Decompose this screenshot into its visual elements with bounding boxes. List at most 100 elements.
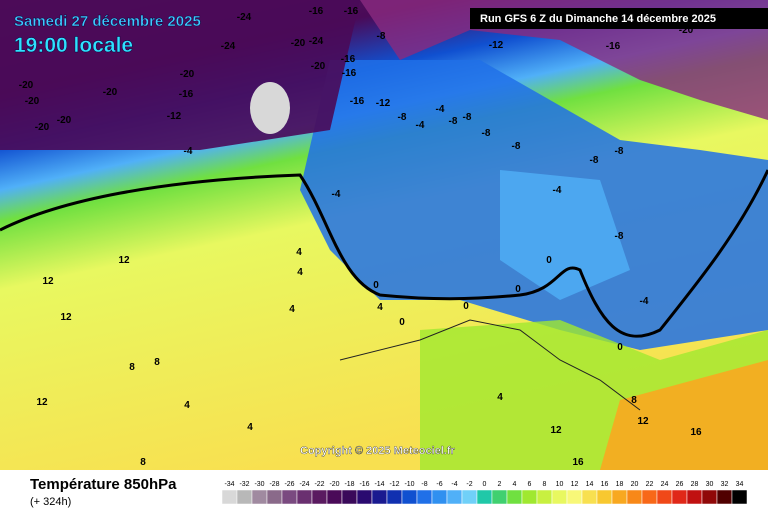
contour-label: -8 [512,141,521,152]
scale-label: -2 [466,481,472,488]
scale-swatch [536,489,553,505]
contour-label: 4 [297,267,303,278]
contour-label: -4 [436,104,445,115]
contour-label: 0 [373,280,379,291]
scale-label: -32 [239,481,249,488]
contour-label: 4 [377,302,383,313]
scale-swatch [236,489,253,505]
contour-label: -24 [309,36,324,47]
scale-label: -22 [314,481,324,488]
scale-swatch [716,489,733,505]
scale-swatch [641,489,658,505]
scale-label: 32 [721,481,729,488]
scale-label: -28 [269,481,279,488]
scale-label: -10 [404,481,414,488]
scale-label: 8 [543,481,547,488]
contour-label: -8 [463,112,472,123]
scale-swatch [671,489,688,505]
contour-label: -8 [398,112,407,123]
contour-label: 8 [154,357,160,368]
contour-label: 12 [550,425,562,436]
contour-label: 0 [515,284,521,295]
contour-label: -20 [57,115,72,126]
scale-label: 28 [691,481,699,488]
contour-label: -8 [615,146,624,157]
scale-swatch [491,489,508,505]
scale-swatch [281,489,298,505]
cold-core [500,170,630,300]
contour-label: 4 [289,304,295,315]
cold-spot [250,82,290,134]
scale-label: -4 [451,481,457,488]
scale-label: -12 [389,481,399,488]
contour-label: 4 [296,247,302,258]
scale-swatch [341,489,358,505]
scale-label: -14 [374,481,384,488]
scale-label: -34 [224,481,234,488]
scale-label: 16 [601,481,609,488]
scale-swatch [326,489,343,505]
scale-label: 22 [646,481,654,488]
scale-swatch [701,489,718,505]
contour-label: 0 [546,255,552,266]
scale-label: 0 [483,481,487,488]
scale-label: -16 [359,481,369,488]
scale-swatch [251,489,268,505]
contour-label: -20 [25,96,40,107]
scale-label: 20 [631,481,639,488]
scale-swatch [476,489,493,505]
scale-swatch [566,489,583,505]
scale-label: 14 [586,481,594,488]
contour-label: -4 [184,146,193,157]
contour-labels: -24 -16 -16 -24 -20 -24 -16 -20 -16 -20 -20 -16 -20 -… [19,6,702,468]
contour-label: 12 [60,312,72,323]
scale-label: -20 [329,481,339,488]
run-box [470,8,768,29]
contour-label: 12 [637,416,649,427]
contour-label: -12 [489,40,504,51]
contour-label: -16 [309,6,324,17]
contour-label: 16 [690,427,702,438]
scale-label: 12 [571,481,579,488]
contour-label: -16 [606,41,621,52]
scale-swatch [461,489,478,505]
contour-label: 0 [463,301,469,312]
contour-label: -8 [615,231,624,242]
scale-swatch [221,489,238,505]
contour-label: -20 [679,25,694,36]
scale-swatch [386,489,403,505]
contour-label: -8 [590,155,599,166]
contour-label: -8 [449,116,458,127]
contour-label: -20 [311,61,326,72]
scale-swatch [296,489,313,505]
color-scale: -34 -32 -30 -28 -26 -24 -22 -20 -18 -16 -14 -12 -10-… [221,481,748,505]
contour-label: -20 [180,69,195,80]
scale-label: 6 [528,481,532,488]
contour-label: -4 [416,120,425,131]
contour-label: -16 [179,89,194,100]
contour-label: -24 [221,41,236,52]
scale-swatch [656,489,673,505]
contour-label: 4 [184,400,190,411]
contour-label: 12 [36,397,48,408]
contour-label: 12 [118,255,130,266]
contour-label: -20 [103,87,118,98]
scale-swatch [446,489,463,505]
scale-swatch [596,489,613,505]
contour-label: 8 [631,395,637,406]
date-text: Samedi 27 décembre 2025 [14,13,201,30]
scale-label: 18 [616,481,624,488]
contour-label: -4 [640,296,649,307]
scale-label: 24 [661,481,669,488]
scale-swatch [356,489,373,505]
contour-label: -16 [342,68,357,79]
zero-isotherm [0,169,768,338]
contour-label: 4 [247,422,253,433]
contour-label: -16 [344,6,359,17]
contour-label: -16 [350,96,365,107]
contour-label: 16 [572,457,584,468]
contour-label: -24 [237,12,252,23]
scale-swatch [611,489,628,505]
scale-label: -26 [284,481,294,488]
contour-label: -20 [19,80,34,91]
